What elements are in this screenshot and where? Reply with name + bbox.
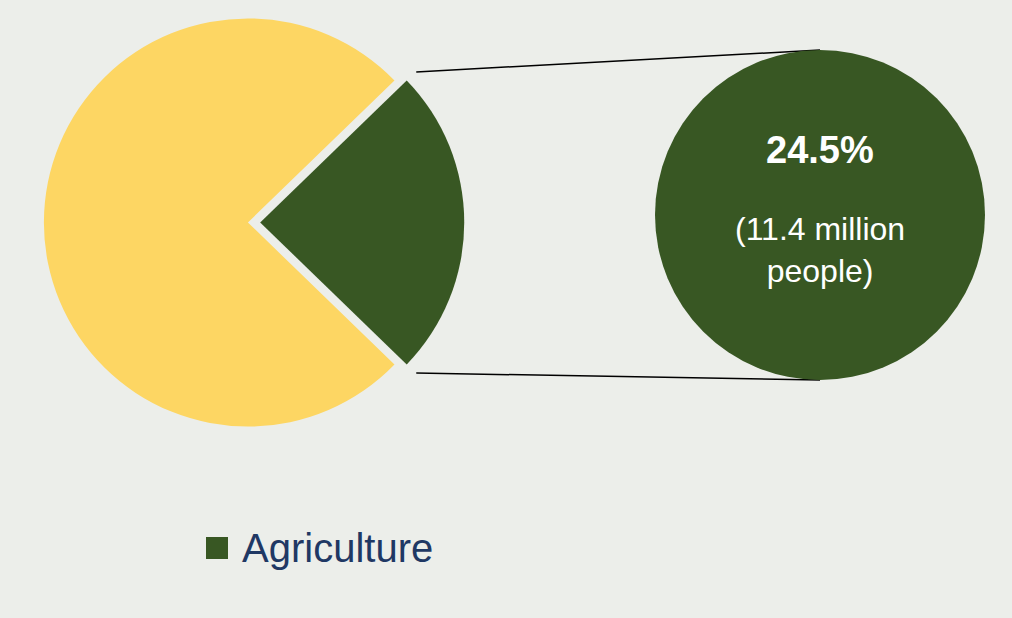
- svg-text:(11.4 millionpeople): (11.4 millionpeople): [735, 211, 905, 289]
- svg-text:Agriculture: Agriculture: [242, 526, 433, 570]
- svg-text:24.5%: 24.5%: [766, 129, 874, 171]
